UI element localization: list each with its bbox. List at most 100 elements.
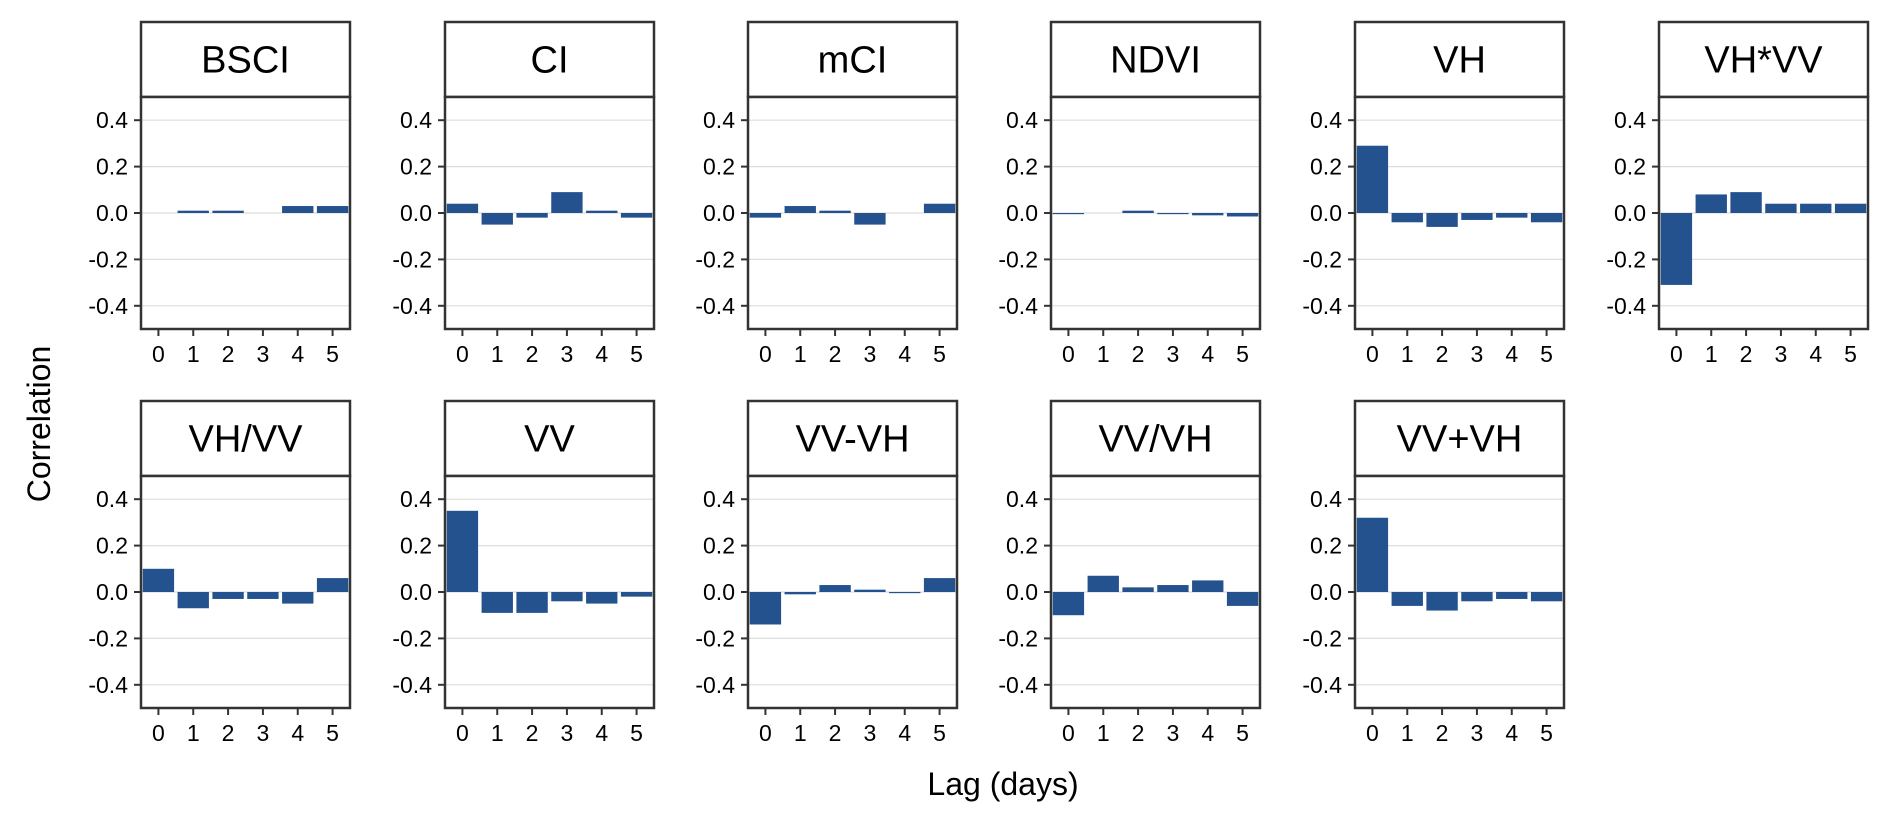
strip-label: NDVI — [1110, 40, 1201, 82]
x-tick-label: 2 — [1132, 720, 1145, 746]
y-tick-label: 0.4 — [703, 107, 735, 133]
x-tick-label: 1 — [491, 720, 504, 746]
x-tick-label: 4 — [898, 720, 911, 746]
y-tick-label: -0.4 — [695, 672, 735, 698]
y-tick-label: 0.0 — [1006, 200, 1038, 226]
bar — [1426, 592, 1458, 611]
x-tick-label: 0 — [1366, 720, 1379, 746]
y-tick-label: -0.2 — [695, 625, 735, 651]
bar — [1730, 192, 1762, 213]
y-tick-label: 0.2 — [1614, 154, 1646, 180]
bar — [1391, 592, 1423, 606]
y-tick-label: 0.2 — [96, 154, 128, 180]
x-tick-label: 5 — [1844, 341, 1857, 367]
y-tick-label: 0.4 — [1310, 107, 1342, 133]
x-tick-label: 5 — [1236, 341, 1249, 367]
y-tick-label: -0.2 — [998, 625, 1038, 651]
facet-panel: VV 0.4 0.2 0.0 -0.2 -0.4 0 1 2 3 4 5 — [392, 399, 656, 746]
x-tick-label: 4 — [1201, 720, 1214, 746]
x-tick-label: 0 — [456, 341, 469, 367]
bar — [1800, 203, 1832, 213]
y-tick-label: 0.0 — [400, 579, 432, 605]
y-tick-label: 0.2 — [96, 533, 128, 559]
bar — [1087, 575, 1119, 592]
x-tick-label: 0 — [456, 720, 469, 746]
bar — [142, 568, 175, 592]
bar — [177, 210, 209, 213]
x-tick-label: 1 — [1097, 341, 1110, 367]
bar — [1356, 145, 1389, 213]
strip-box — [1657, 20, 1870, 99]
bar — [586, 592, 618, 604]
x-tick-label: 3 — [1471, 720, 1484, 746]
facet-panel: VV+VH 0.4 0.2 0.0 -0.2 -0.4 0 1 2 3 4 5 — [1302, 399, 1566, 746]
x-tick-label: 2 — [222, 341, 235, 367]
y-tick-label: 0.0 — [703, 579, 735, 605]
y-tick-label: 0.2 — [703, 154, 735, 180]
facet-panel: mCI 0.4 0.2 0.0 -0.2 -0.4 0 1 2 3 4 5 — [695, 20, 959, 367]
facet-panel: VV/VH 0.4 0.2 0.0 -0.2 -0.4 0 1 2 3 4 5 — [998, 399, 1262, 746]
bar — [1765, 203, 1797, 213]
y-tick-label: 0.4 — [1006, 486, 1038, 512]
y-tick-label: -0.4 — [392, 672, 432, 698]
strip-label: VH — [1433, 40, 1486, 82]
strip-label: VH*VV — [1704, 40, 1823, 82]
strip-label: BSCI — [201, 40, 290, 82]
x-tick-label: 3 — [864, 341, 877, 367]
x-tick-label: 0 — [1366, 341, 1379, 367]
x-tick-label: 1 — [794, 341, 807, 367]
x-tick-label: 4 — [291, 341, 304, 367]
y-tick-label: 0.4 — [1006, 107, 1038, 133]
bar — [551, 592, 583, 602]
x-tick-label: 2 — [1132, 341, 1145, 367]
y-tick-label: 0.2 — [1310, 154, 1342, 180]
y-tick-label: 0.4 — [400, 486, 432, 512]
x-tick-label: 5 — [326, 720, 339, 746]
strip-label: VV — [524, 419, 575, 461]
x-tick-label: 5 — [1236, 720, 1249, 746]
x-tick-label: 4 — [1505, 720, 1518, 746]
bar — [923, 578, 956, 592]
bar — [446, 203, 479, 213]
strip-label: VV/VH — [1098, 419, 1212, 461]
bar — [923, 203, 956, 213]
y-tick-label: 0.0 — [1614, 200, 1646, 226]
bar — [620, 592, 653, 597]
facet-panel: NDVI 0.4 0.2 0.0 -0.2 -0.4 0 1 2 3 4 5 — [998, 20, 1262, 367]
bar — [1122, 210, 1154, 213]
x-tick-label: 5 — [933, 341, 946, 367]
x-tick-label: 1 — [187, 341, 200, 367]
y-tick-label: 0.2 — [703, 533, 735, 559]
strip-box — [746, 20, 959, 99]
bar — [446, 510, 479, 592]
bar — [282, 592, 314, 604]
strip-box — [139, 399, 352, 478]
y-tick-label: -0.2 — [998, 246, 1038, 272]
bar — [1226, 592, 1259, 606]
strip-box — [139, 20, 352, 99]
x-tick-label: 0 — [152, 341, 165, 367]
facet-panel: BSCI 0.4 0.2 0.0 -0.2 -0.4 0 1 2 3 4 5 — [88, 20, 352, 367]
x-tick-label: 5 — [630, 341, 643, 367]
bar — [1052, 592, 1085, 616]
strip-label: mCI — [818, 40, 888, 82]
x-tick-label: 3 — [1775, 341, 1788, 367]
x-tick-label: 2 — [526, 341, 539, 367]
bar — [212, 592, 244, 599]
bar — [247, 592, 279, 599]
x-tick-label: 4 — [898, 341, 911, 367]
x-tick-label: 4 — [1201, 341, 1214, 367]
y-tick-label: 0.0 — [400, 200, 432, 226]
bar — [1052, 213, 1085, 215]
x-tick-label: 5 — [326, 341, 339, 367]
x-tick-label: 2 — [1436, 341, 1449, 367]
y-tick-label: 0.0 — [1006, 579, 1038, 605]
y-tick-label: -0.2 — [392, 625, 432, 651]
bar — [1192, 580, 1224, 592]
y-tick-label: -0.4 — [998, 672, 1038, 698]
x-tick-label: 3 — [1167, 720, 1180, 746]
y-tick-label: 0.2 — [400, 533, 432, 559]
y-tick-label: -0.2 — [88, 246, 128, 272]
y-tick-label: 0.0 — [1310, 579, 1342, 605]
x-tick-label: 5 — [630, 720, 643, 746]
